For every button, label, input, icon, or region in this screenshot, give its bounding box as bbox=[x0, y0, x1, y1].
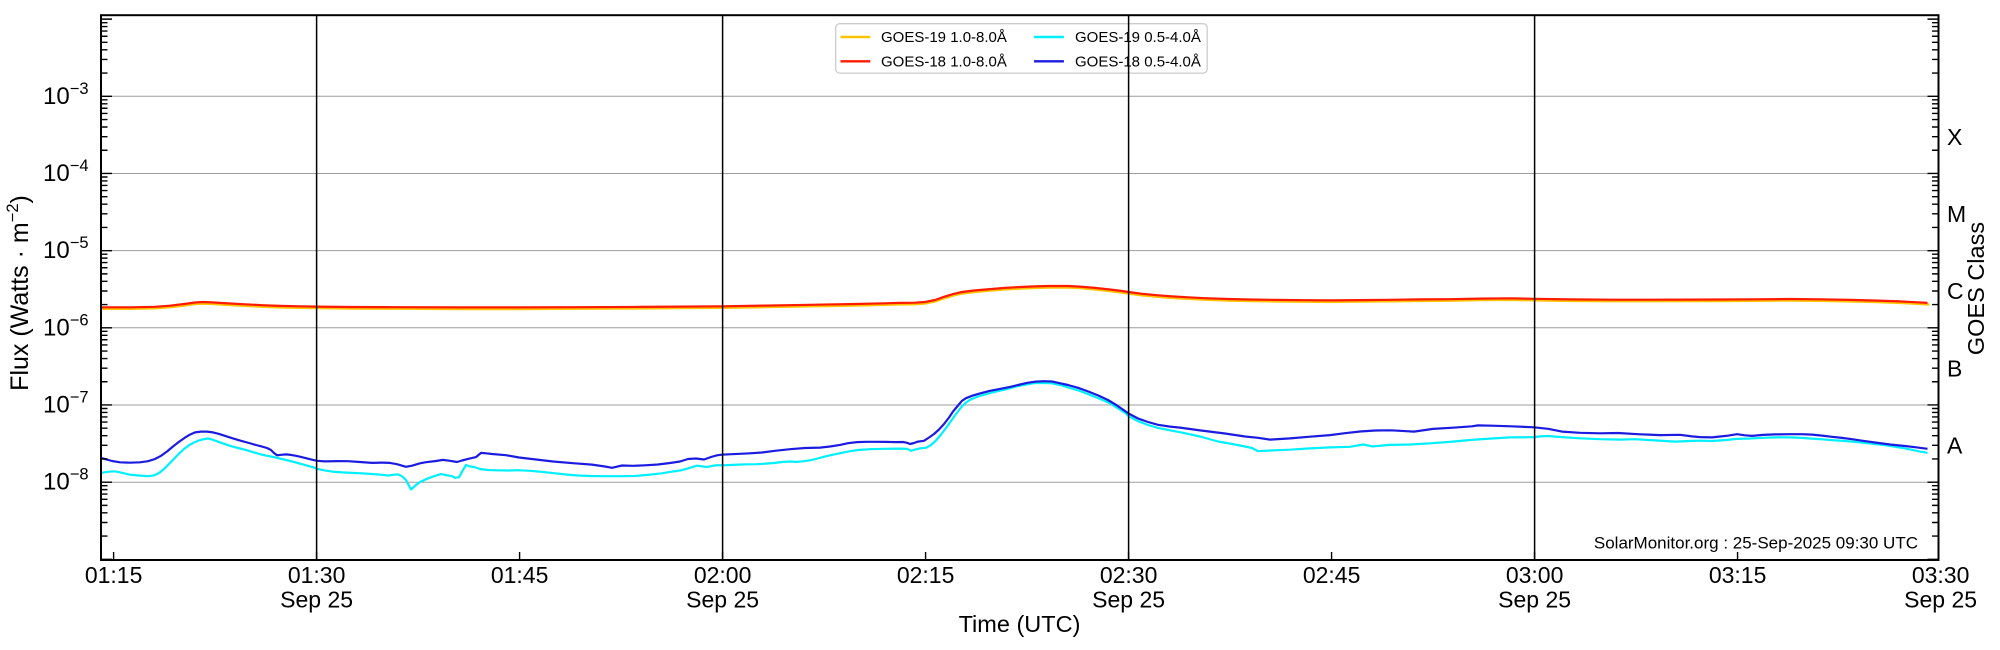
svg-text:Flux (Watts · m−2): Flux (Watts · m−2) bbox=[4, 195, 34, 391]
svg-text:03:00: 03:00 bbox=[1506, 562, 1564, 588]
svg-text:Sep 25: Sep 25 bbox=[280, 587, 353, 613]
svg-text:Sep 25: Sep 25 bbox=[1904, 587, 1977, 613]
svg-text:GOES-18 1.0-8.0Å: GOES-18 1.0-8.0Å bbox=[881, 54, 1007, 71]
svg-text:10−4: 10−4 bbox=[43, 157, 89, 187]
svg-text:10−8: 10−8 bbox=[43, 466, 89, 496]
svg-text:10−3: 10−3 bbox=[43, 80, 89, 110]
svg-text:C: C bbox=[1947, 278, 1964, 304]
svg-text:02:45: 02:45 bbox=[1303, 562, 1361, 588]
svg-text:GOES Class: GOES Class bbox=[1963, 222, 1989, 355]
svg-text:01:45: 01:45 bbox=[491, 562, 549, 588]
svg-text:Time (UTC): Time (UTC) bbox=[959, 611, 1081, 637]
svg-text:01:15: 01:15 bbox=[85, 562, 143, 588]
svg-text:Sep 25: Sep 25 bbox=[686, 587, 759, 613]
svg-text:02:00: 02:00 bbox=[694, 562, 752, 588]
svg-text:X: X bbox=[1947, 124, 1962, 150]
svg-text:SolarMonitor.org : 25-Sep-2025: SolarMonitor.org : 25-Sep-2025 09:30 UTC bbox=[1594, 534, 1918, 553]
svg-text:03:15: 03:15 bbox=[1709, 562, 1767, 588]
svg-text:01:30: 01:30 bbox=[288, 562, 346, 588]
svg-text:02:30: 02:30 bbox=[1100, 562, 1158, 588]
svg-text:M: M bbox=[1947, 201, 1966, 227]
svg-text:Sep 25: Sep 25 bbox=[1498, 587, 1571, 613]
svg-text:B: B bbox=[1947, 355, 1962, 381]
svg-text:A: A bbox=[1947, 433, 1963, 459]
svg-text:GOES-19 1.0-8.0Å: GOES-19 1.0-8.0Å bbox=[881, 29, 1007, 46]
svg-text:GOES-19 0.5-4.0Å: GOES-19 0.5-4.0Å bbox=[1075, 29, 1201, 46]
svg-text:GOES-18 0.5-4.0Å: GOES-18 0.5-4.0Å bbox=[1075, 54, 1201, 71]
svg-text:02:15: 02:15 bbox=[897, 562, 955, 588]
svg-text:03:30: 03:30 bbox=[1912, 562, 1970, 588]
svg-text:Sep 25: Sep 25 bbox=[1092, 587, 1165, 613]
